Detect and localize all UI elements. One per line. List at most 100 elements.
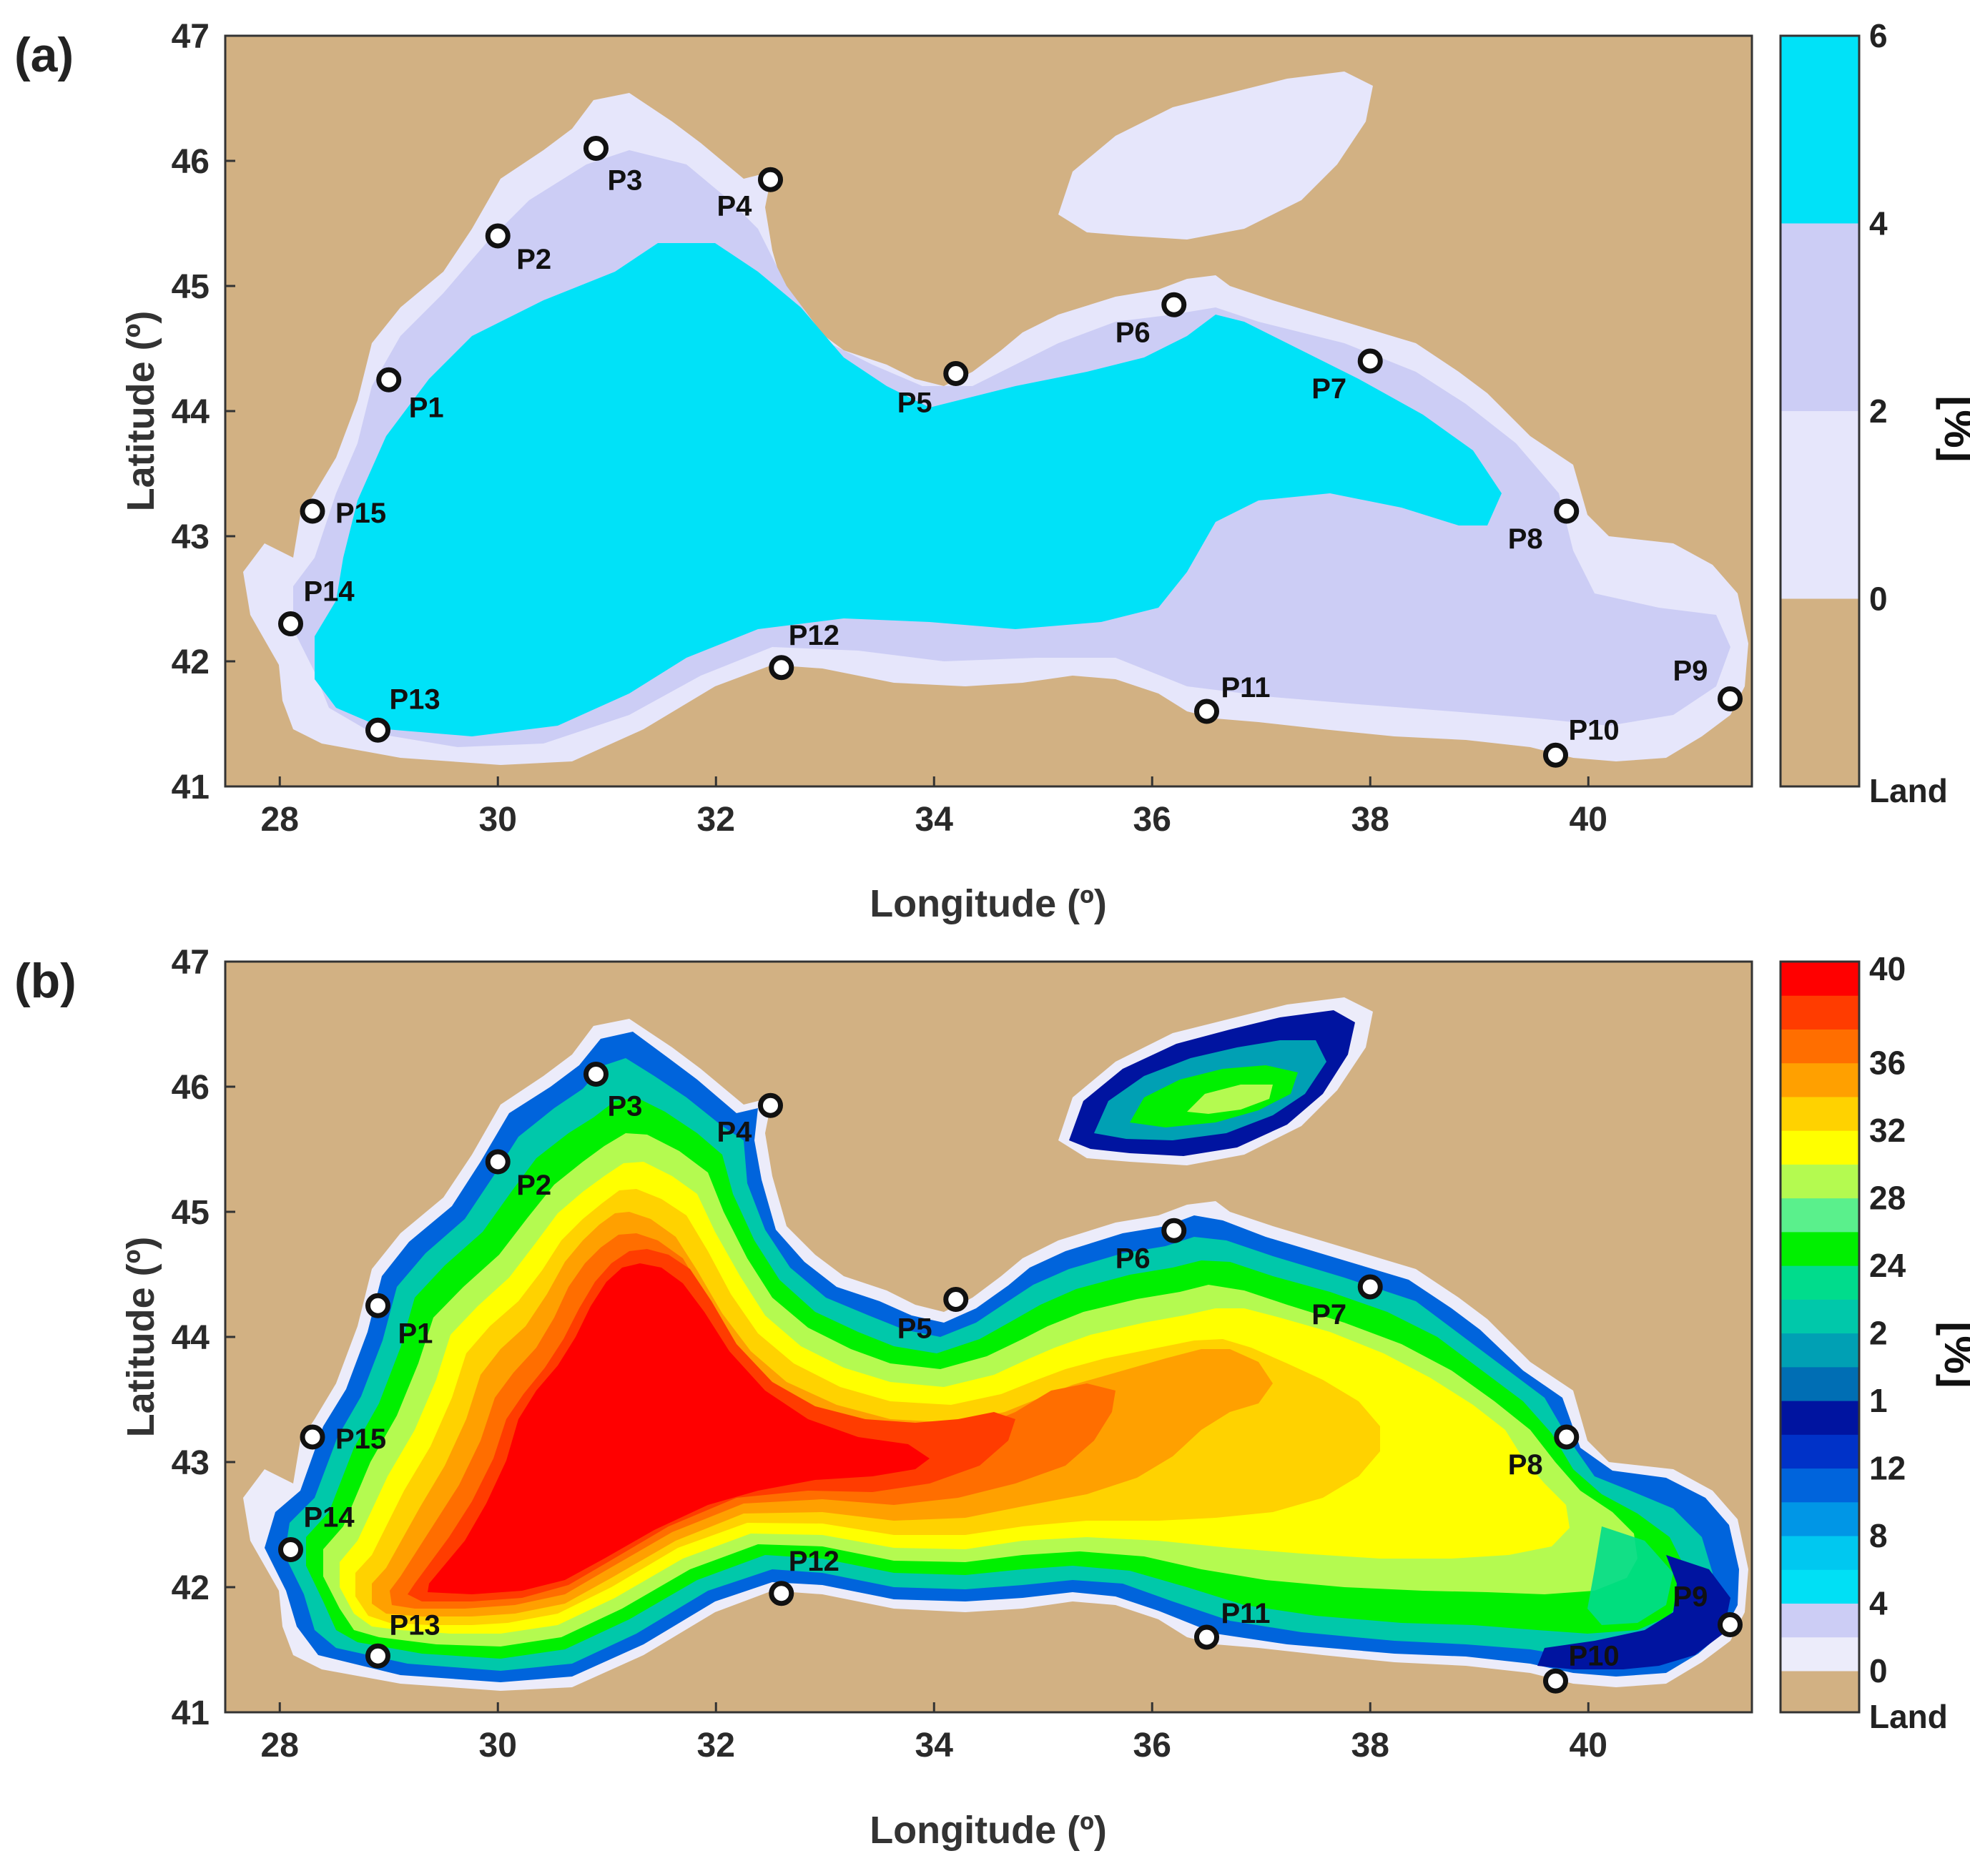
panel-b-points: P1 P2 P3 P4 P5 P6 P7 P8 P9 P10 P11 P12 P13 P14 P15: [278, 1062, 1743, 1694]
x-tick-label: 32: [697, 1727, 735, 1764]
colorbar-tick-label: 0: [1869, 581, 1888, 618]
x-tick-label: 28: [261, 1727, 299, 1764]
station-label-p12: P12: [789, 620, 839, 651]
station-marker-p9: [1718, 686, 1743, 711]
panel-b-xlabel: Longitude (º): [870, 1809, 1107, 1852]
y-tick-label: 44: [172, 1319, 210, 1357]
colorbar-swatch: [1781, 1671, 1859, 1712]
colorbar-swatch: [1781, 1062, 1859, 1097]
x-tick-label: 32: [697, 801, 735, 839]
colorbar-swatch: [1781, 1198, 1859, 1233]
station-label-p2: P2: [516, 1170, 551, 1201]
colorbar-swatch: [1781, 411, 1859, 599]
y-tick-label: 45: [172, 1194, 210, 1232]
colorbar-tick-label: 0: [1869, 1652, 1888, 1689]
colorbar-swatch: [1781, 1468, 1859, 1503]
x-tick-label: 38: [1351, 801, 1389, 839]
station-marker-p7: [1357, 1274, 1383, 1300]
colorbar-tick-label: 6: [1869, 17, 1888, 54]
panel-b-map: [225, 962, 1752, 1712]
station-marker-p15: [300, 1424, 325, 1450]
x-tick-label: 38: [1351, 1727, 1389, 1764]
colorbar-swatch: [1781, 1569, 1859, 1604]
station-marker-p3: [583, 136, 609, 161]
colorbar-tick-label: Land: [1869, 1698, 1948, 1735]
station-label-p3: P3: [608, 1091, 643, 1122]
station-label-p8: P8: [1508, 523, 1543, 555]
station-label-p7: P7: [1311, 1299, 1346, 1331]
panel-b-label: (b): [14, 954, 77, 1008]
y-tick-label: 47: [172, 944, 210, 982]
colorbar-tick-label: 1: [1869, 1382, 1888, 1419]
station-marker-p8: [1554, 498, 1580, 524]
colorbar-tick-label: 36: [1869, 1045, 1906, 1082]
colorbar-swatch: [1781, 36, 1859, 224]
station-label-p5: P5: [897, 1313, 932, 1345]
station-label-p12: P12: [789, 1546, 839, 1577]
station-marker-p7: [1357, 348, 1383, 374]
station-label-p9: P9: [1673, 656, 1708, 687]
station-label-p11: P11: [1221, 672, 1271, 704]
station-label-p7: P7: [1311, 373, 1346, 405]
station-marker-p4: [758, 167, 783, 192]
panel-a-map: [225, 36, 1752, 786]
x-tick-label: 30: [479, 1727, 517, 1764]
station-marker-p6: [1161, 1218, 1187, 1243]
colorbar-tick-label: 12: [1869, 1450, 1906, 1487]
station-marker-p15: [300, 498, 325, 524]
colorbar-swatch: [1781, 1434, 1859, 1469]
colorbar-tick-label: 2: [1869, 1315, 1888, 1352]
colorbar-tick-label: 28: [1869, 1180, 1906, 1217]
station-marker-p11: [1194, 1624, 1219, 1650]
station-marker-p12: [769, 655, 794, 681]
station-marker-p10: [1543, 742, 1568, 768]
y-tick-label: 41: [172, 1694, 210, 1732]
y-tick-label: 46: [172, 143, 210, 181]
panel-b-ticks: 28 30 32 34 36 38 40 41 42 43 44 45 46 47: [172, 944, 1607, 1764]
station-marker-p13: [365, 717, 390, 743]
station-marker-p5: [943, 1287, 969, 1312]
colorbar-tick-label: 2: [1869, 393, 1888, 430]
panel-b-ylabel: Latitude (º): [119, 1237, 162, 1438]
station-marker-p6: [1161, 292, 1187, 317]
station-label-p3: P3: [608, 165, 643, 197]
y-tick-label: 46: [172, 1069, 210, 1107]
panel-a-xlabel: Longitude (º): [870, 882, 1107, 925]
station-label-p10: P10: [1569, 1640, 1620, 1672]
colorbar-swatch: [1781, 1299, 1859, 1334]
y-tick-label: 42: [172, 1569, 210, 1607]
station-marker-p2: [485, 223, 511, 249]
colorbar-swatch: [1781, 1366, 1859, 1401]
colorbar-swatch: [1781, 1029, 1859, 1064]
panel-a-points: P1 P2 P3 P4 P5 P6 P7 P8 P9 P10 P11 P12 P13 P14 P15: [278, 136, 1743, 768]
colorbar-swatch: [1781, 995, 1859, 1030]
station-marker-p3: [583, 1062, 609, 1087]
station-label-p5: P5: [897, 387, 932, 419]
station-marker-p14: [278, 1537, 303, 1562]
colorbar-swatch: [1781, 1333, 1859, 1368]
station-marker-p1: [376, 367, 402, 393]
panel-b-azov-contours: [1069, 1010, 1355, 1156]
x-tick-label: 36: [1133, 801, 1171, 839]
panel-a-ticks: 28 30 32 34 36 38 40 41 42 43 44 45 46 47: [172, 18, 1607, 839]
panel-a-colorbar-title: [%]: [1936, 395, 1970, 462]
colorbar-swatch: [1781, 1265, 1859, 1300]
x-tick-label: 30: [479, 801, 517, 839]
colorbar-tick-label: 40: [1869, 950, 1906, 987]
panel-b-colorbar-title: [%]: [1936, 1321, 1970, 1388]
x-tick-label: 36: [1133, 1727, 1171, 1764]
x-tick-label: 34: [915, 801, 954, 839]
x-tick-label: 40: [1570, 801, 1607, 839]
station-marker-p2: [485, 1149, 511, 1175]
y-tick-label: 42: [172, 643, 210, 681]
station-label-p10: P10: [1569, 714, 1620, 746]
colorbar-swatch: [1781, 1231, 1859, 1266]
colorbar-tick-label: 32: [1869, 1112, 1906, 1149]
station-label-p8: P8: [1508, 1449, 1543, 1481]
panel-a-band-4-6: [315, 243, 1502, 736]
colorbar-swatch: [1781, 1501, 1859, 1536]
x-tick-label: 40: [1570, 1727, 1607, 1764]
station-marker-p5: [943, 361, 969, 386]
station-label-p15: P15: [335, 498, 386, 529]
